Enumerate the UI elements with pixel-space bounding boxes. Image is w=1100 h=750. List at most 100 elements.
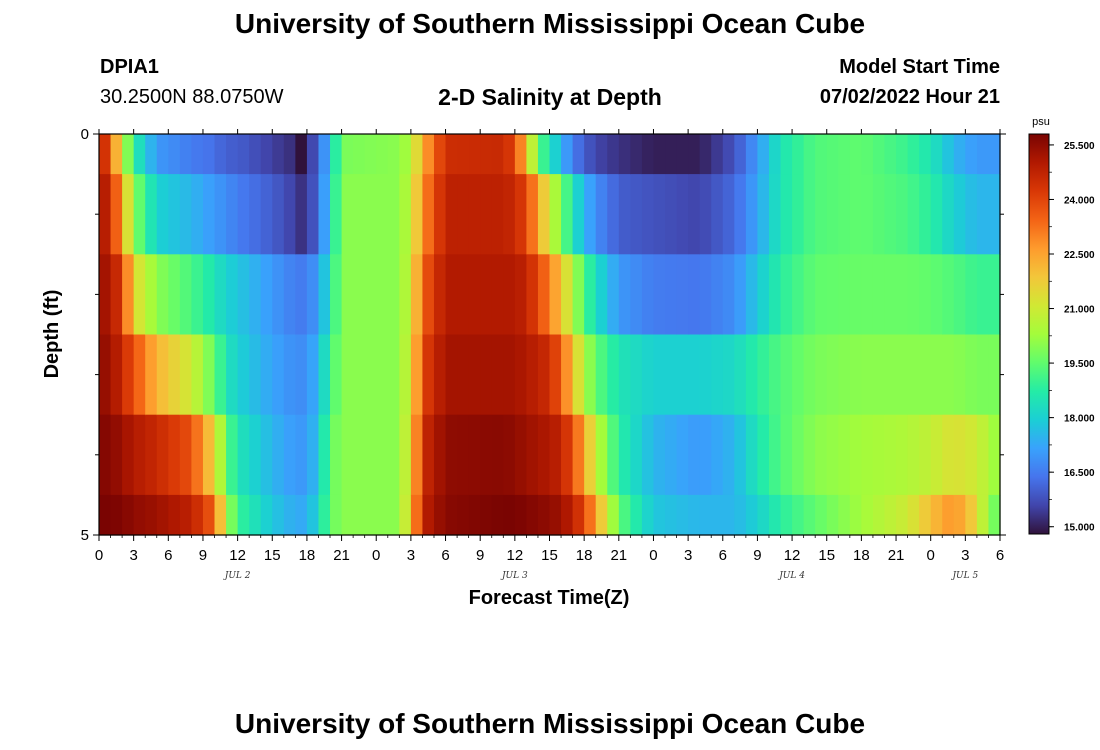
heatmap-cell — [514, 334, 527, 416]
heatmap-cell — [341, 494, 354, 536]
heatmap-cell — [260, 334, 273, 416]
heatmap-cell — [272, 414, 285, 496]
heatmap-cell — [168, 334, 181, 416]
heatmap-cell — [826, 254, 839, 336]
heatmap-cell — [237, 254, 250, 336]
heatmap-cell — [99, 334, 112, 416]
heatmap-cell — [976, 174, 990, 255]
heatmap-cell — [387, 254, 400, 336]
heatmap-cell — [826, 494, 839, 536]
heatmap-cell — [734, 174, 747, 255]
heatmap-cell — [376, 174, 389, 255]
heatmap-cell — [792, 174, 805, 255]
heatmap-cell — [549, 334, 562, 416]
heatmap-cell — [907, 134, 920, 175]
heatmap-cell — [191, 134, 204, 175]
heatmap-cell — [930, 494, 943, 536]
heatmap-cell — [907, 494, 920, 536]
heatmap-cell — [607, 134, 620, 175]
heatmap-cell — [572, 494, 585, 536]
heatmap-cell — [537, 494, 551, 536]
heatmap-cell — [133, 254, 146, 336]
heatmap-cell — [364, 414, 377, 496]
heatmap-cell — [133, 414, 146, 496]
heatmap-cell — [330, 334, 343, 416]
heatmap-cell — [422, 134, 435, 175]
heatmap-cell — [237, 334, 250, 416]
heatmap-cell — [110, 134, 123, 175]
heatmap-cell — [457, 134, 470, 175]
heatmap-cell — [226, 334, 239, 416]
colorbar-tick-label: 19.500 — [1064, 359, 1095, 370]
heatmap-cell — [110, 254, 123, 336]
x-tick-label: 21 — [333, 547, 350, 564]
heatmap-cell — [757, 134, 770, 175]
heatmap-cell — [607, 414, 620, 496]
heatmap-cell — [942, 254, 955, 336]
heatmap-cell — [457, 414, 470, 496]
heatmap-cell — [653, 414, 666, 496]
heatmap-cell — [745, 334, 759, 416]
heatmap-cell — [688, 134, 701, 175]
x-tick-label: 6 — [996, 547, 1004, 564]
heatmap-cell — [480, 254, 493, 336]
x-tick-label: 0 — [927, 547, 935, 564]
heatmap-cell — [330, 254, 343, 336]
heatmap-cell — [226, 174, 239, 255]
heatmap-cell — [872, 494, 886, 536]
heatmap-cell — [145, 494, 158, 536]
heatmap-cell — [988, 134, 1001, 175]
heatmap-cell — [122, 334, 135, 416]
heatmap-cell — [699, 254, 712, 336]
heatmap-cell — [202, 334, 216, 416]
heatmap-cell — [410, 414, 424, 496]
heatmap-cell — [734, 254, 747, 336]
heatmap-cell — [433, 414, 447, 496]
heatmap-cell — [537, 254, 551, 336]
heatmap-cell — [260, 494, 273, 536]
heatmap-cell — [168, 134, 181, 175]
heatmap-cell — [283, 494, 296, 536]
heatmap-cell — [491, 494, 504, 536]
heatmap-cell — [815, 334, 828, 416]
heatmap-cell — [745, 414, 759, 496]
heatmap-cell — [249, 414, 262, 496]
heatmap-cell — [699, 494, 712, 536]
heatmap-cell — [988, 254, 1001, 336]
colorbar-tick-label: 15.000 — [1064, 523, 1095, 534]
heatmap-cell — [688, 254, 701, 336]
heatmap-cell — [896, 174, 909, 255]
heatmap-cell — [711, 334, 724, 416]
date-label: JUL 5 — [950, 571, 978, 581]
heatmap-cell — [99, 174, 112, 255]
heatmap-cell — [722, 254, 735, 336]
station-coordinates: 30.2500N 88.0750W — [100, 86, 284, 108]
heatmap-cell — [965, 134, 978, 175]
x-tick-label: 12 — [507, 547, 524, 564]
heatmap-cell — [815, 494, 828, 536]
heatmap-cell — [156, 334, 169, 416]
heatmap-cell — [907, 254, 920, 336]
heatmap-cell — [283, 134, 296, 175]
heatmap-cell — [665, 134, 678, 175]
heatmap-cell — [179, 494, 193, 536]
heatmap-cell — [260, 174, 273, 255]
heatmap-cell — [584, 414, 597, 496]
heatmap-cell — [872, 254, 886, 336]
heatmap-cell — [953, 254, 966, 336]
heatmap-cell — [572, 134, 585, 175]
heatmap-cell — [376, 134, 389, 175]
heatmap-cell — [491, 254, 504, 336]
heatmap-cell — [422, 174, 435, 255]
x-tick-label: 6 — [719, 547, 727, 564]
colorbar: psu 25.500 24.000 22.500 21.000 19.500 18.000… — [1028, 116, 1095, 535]
heatmap-cell — [295, 134, 308, 175]
heatmap-cell — [699, 134, 712, 175]
model-start-label: Model Start Time — [839, 56, 1000, 78]
heatmap-cell — [202, 414, 216, 496]
heatmap-cell — [780, 134, 793, 175]
heatmap-cell — [133, 334, 146, 416]
heatmap-cell — [399, 174, 412, 255]
heatmap-cell — [803, 254, 816, 336]
heatmap-cell — [757, 414, 770, 496]
